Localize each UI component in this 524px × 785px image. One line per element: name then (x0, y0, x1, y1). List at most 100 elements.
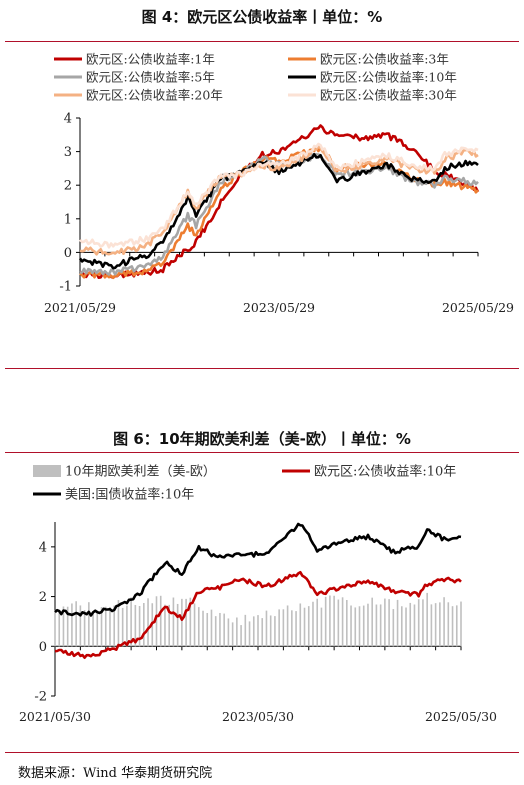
spread-bar (181, 598, 183, 647)
spread-bar (214, 616, 217, 647)
spread-bar (409, 602, 412, 647)
spread-bar (337, 599, 340, 647)
legend-label: 欧元区:公债收益率:20年 (86, 88, 223, 103)
figure2-bottom-rule (5, 752, 519, 753)
spread-bar (121, 607, 124, 647)
spread-bar (164, 604, 166, 647)
spread-bar (417, 599, 420, 647)
spread-bar (210, 609, 213, 647)
y-tick-label: 2 (64, 179, 72, 194)
spread-bar (83, 610, 86, 647)
spread-bar (252, 616, 255, 647)
spread-bar (126, 605, 128, 647)
spread-bar (274, 616, 276, 647)
legend-label: 欧元区:公债收益率:5年 (86, 70, 215, 85)
spread-bar (261, 618, 264, 647)
spread-bar (189, 597, 192, 647)
spread-bar (295, 611, 297, 647)
figure1-top-rule (5, 41, 519, 42)
figure2-top-rule (5, 452, 519, 453)
spread-bar (451, 606, 454, 647)
spread-bar (240, 625, 242, 647)
spread-bar (117, 600, 120, 647)
spread-bar (286, 605, 289, 647)
spread-bar (62, 606, 65, 647)
source-note: 数据来源：Wind 华泰期货研究院 (18, 766, 213, 781)
spread-bar (257, 615, 259, 647)
legend-label: 欧元区:公债收益率:10年 (320, 70, 457, 85)
y-tick-label: 0 (64, 246, 72, 261)
x-tick-label: 2021/05/30 (19, 709, 91, 724)
spread-bar (223, 613, 225, 647)
spread-bar (341, 597, 344, 647)
spread-bar (346, 599, 348, 647)
spread-bar (405, 607, 407, 647)
legend-label: 美国:国债收益率:10年 (65, 487, 194, 503)
spread-bar (312, 601, 314, 647)
spread-bar (434, 603, 437, 647)
x-tick-label: 2021/05/29 (44, 300, 116, 315)
y-tick-label: -1 (59, 280, 72, 295)
spread-bar (134, 604, 137, 647)
spread-bar (307, 606, 310, 647)
series-line (78, 152, 479, 270)
spread-bar (206, 612, 209, 647)
spread-bar (176, 603, 179, 647)
spread-bar (350, 605, 352, 647)
spread-bar (443, 597, 445, 647)
spread-bar (113, 605, 116, 647)
spread-bar (244, 614, 247, 647)
spread-bar (269, 615, 272, 647)
spread-bar (320, 607, 323, 647)
spread-bar (96, 610, 99, 647)
spread-bar (384, 598, 386, 647)
y-tick-label: 4 (39, 540, 47, 555)
spread-bar (143, 602, 145, 647)
y-tick-label: 4 (64, 112, 72, 127)
spread-bar (291, 610, 293, 647)
spread-bar (362, 605, 365, 647)
spread-bar (71, 603, 73, 647)
legend-label: 10年期欧美利差（美-欧） (65, 465, 216, 480)
spread-bar (185, 598, 187, 647)
spread-bar (367, 603, 369, 647)
spread-bar (400, 606, 403, 647)
spread-bar (138, 605, 141, 647)
spread-bar (58, 610, 61, 647)
spread-bar (130, 597, 132, 647)
spread-bar (354, 607, 357, 647)
figure1-title: 图 4：欧元区公债收益率丨单位：% (141, 8, 383, 26)
spread-bar (396, 599, 399, 647)
x-tick-label: 2025/05/30 (425, 709, 497, 724)
spread-bar (392, 609, 395, 647)
y-tick-label: 2 (39, 590, 47, 605)
series-line (54, 570, 462, 659)
spread-bar (422, 599, 424, 647)
spread-bar (430, 604, 433, 647)
spread-bar (75, 601, 77, 647)
spread-bar (455, 605, 458, 647)
spread-bar (231, 622, 234, 647)
spread-bar (379, 604, 382, 647)
series-line (79, 142, 479, 249)
spread-bar (155, 596, 158, 647)
x-tick-label: 2023/05/30 (222, 709, 294, 724)
spread-bar (413, 604, 416, 647)
spread-bar (426, 592, 428, 647)
spread-bar (460, 601, 462, 647)
spread-bar (358, 606, 361, 647)
spread-bar (193, 603, 196, 647)
x-tick-label: 2025/05/29 (442, 300, 514, 315)
x-tick-label: 2023/05/29 (243, 300, 315, 315)
spread-bar (333, 595, 335, 647)
legend-label: 欧元区:公债收益率:3年 (320, 52, 449, 67)
spread-bar (227, 618, 230, 647)
spread-bar (388, 599, 390, 647)
spread-bar (324, 596, 327, 647)
spread-bar (439, 602, 441, 647)
spread-bar (168, 604, 170, 647)
y-tick-label: 0 (39, 640, 47, 655)
spread-bar (219, 612, 221, 647)
